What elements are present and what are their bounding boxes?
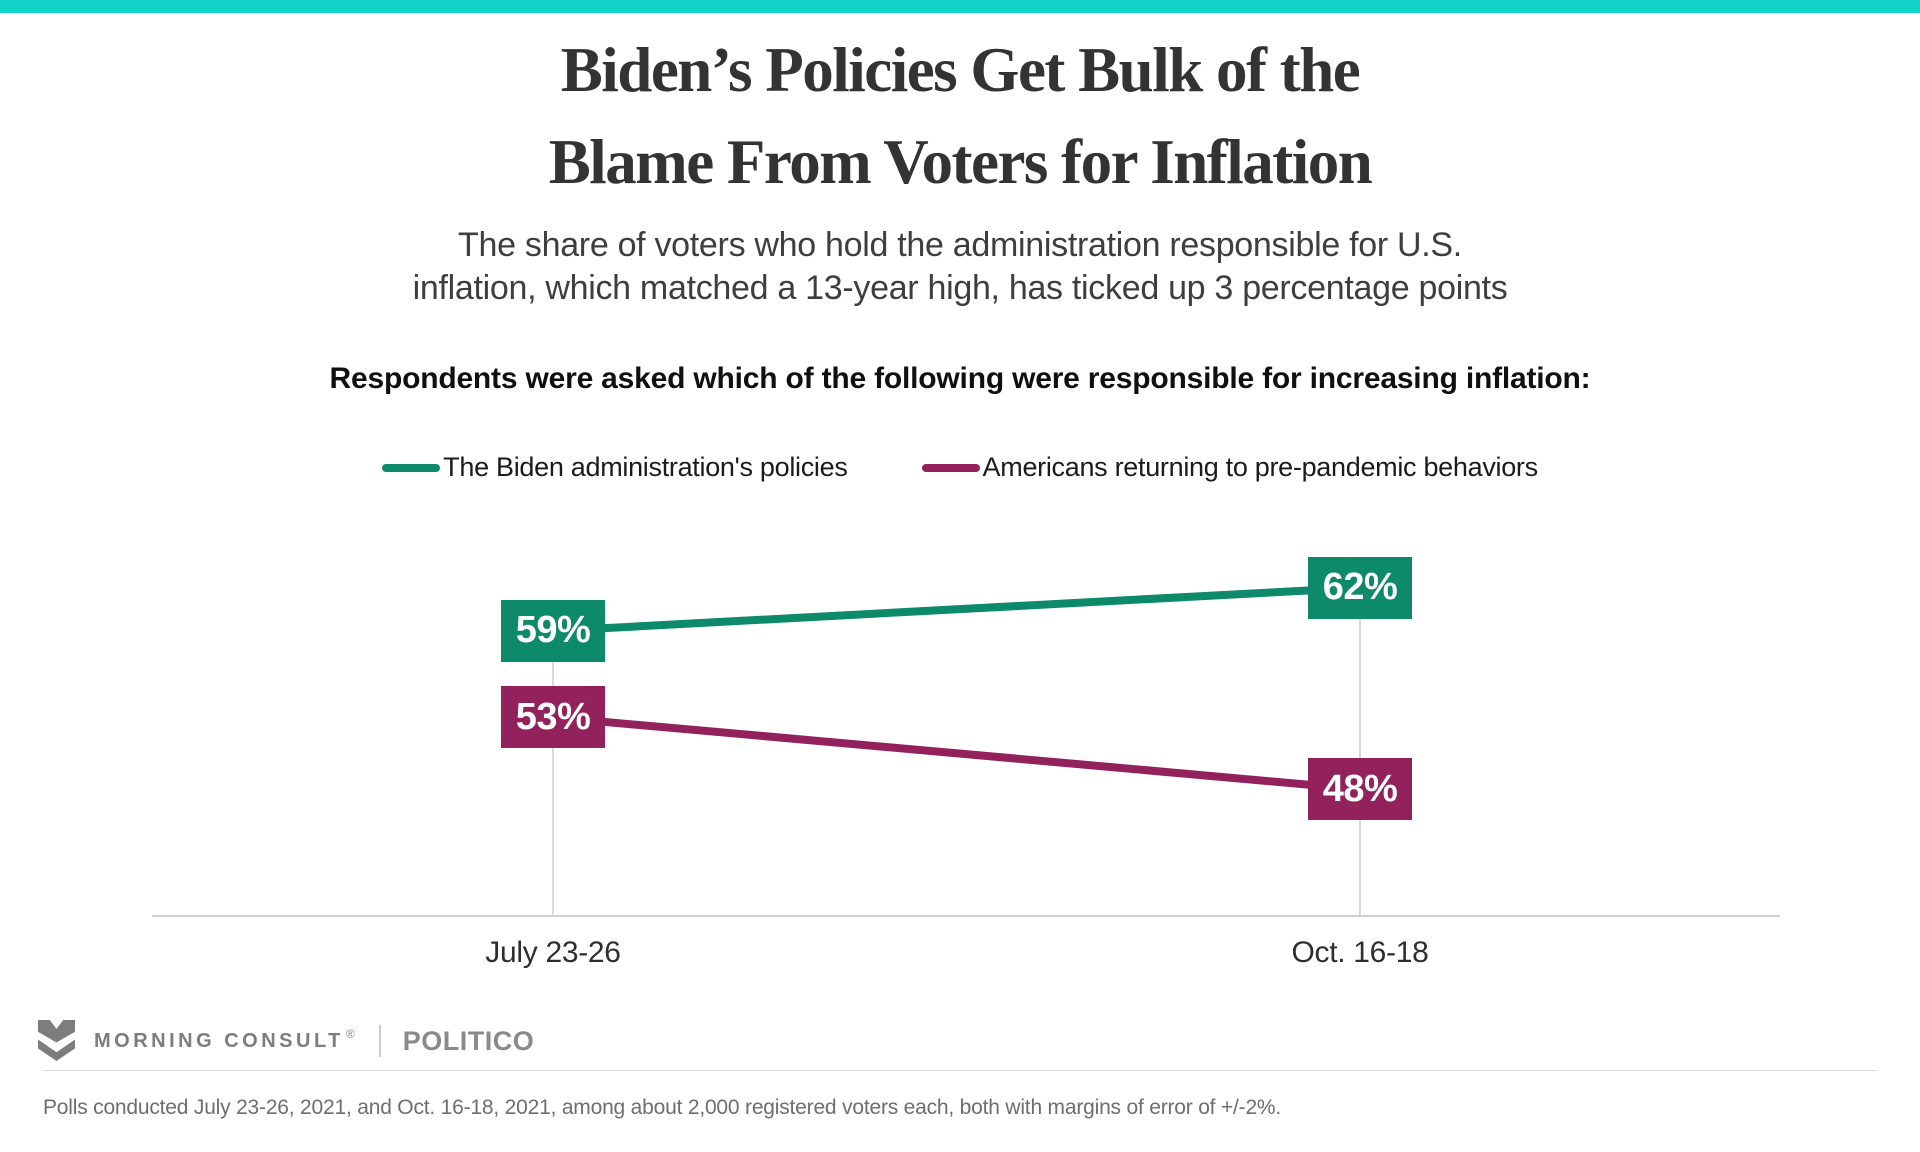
morning-consult-m-icon — [37, 1019, 76, 1061]
value-label: 53% — [501, 686, 605, 749]
source-divider — [43, 1070, 1877, 1071]
brand-name: MORNING CONSULT — [94, 1029, 344, 1052]
series-color-swatch-icon — [382, 463, 441, 472]
brand-divider — [378, 1025, 381, 1057]
subtitle-line-2: inflation, which matched a 13-year high,… — [412, 269, 1508, 307]
page-title: Biden’s Policies Get Bulk of the Blame F… — [0, 24, 1920, 208]
footer-brand-bar: MORNING CONSULT ® POLITICO — [37, 1018, 534, 1064]
subtitle: The share of voters who hold the adminis… — [0, 224, 1920, 310]
value-label: 59% — [501, 599, 605, 662]
series-line — [552, 583, 1361, 635]
top-accent-bar — [0, 0, 1920, 13]
registered-trademark-icon: ® — [345, 1027, 355, 1041]
partner-name: POLITICO — [402, 1025, 535, 1056]
category-gridline — [1359, 587, 1361, 916]
title-line-2: Blame From Voters for Inflation — [548, 127, 1373, 197]
axis-label-oct: Oct. 16-18 — [1291, 936, 1429, 969]
value-label: 48% — [1308, 758, 1412, 821]
category-gridline — [552, 630, 554, 916]
axis-label-july: July 23-26 — [485, 936, 621, 969]
legend-label: The Biden administration's policies — [443, 452, 848, 482]
series-line — [552, 713, 1361, 794]
survey-question-prompt: Respondents were asked which of the foll… — [329, 362, 1591, 395]
chart-legend: The Biden administration's policies Amer… — [0, 452, 1920, 483]
title-line-1: Biden’s Policies Get Bulk of the — [560, 35, 1361, 105]
source-note: Polls conducted July 23-26, 2021, and Oc… — [43, 1096, 1282, 1119]
x-axis-line — [152, 915, 1780, 917]
legend-item-biden-policies: The Biden administration's policies — [382, 452, 848, 483]
subtitle-line-1: The share of voters who hold the adminis… — [458, 226, 1462, 264]
legend-label: Americans returning to pre-pandemic beha… — [982, 452, 1539, 482]
series-color-swatch-icon — [921, 463, 980, 472]
legend-item-pre-pandemic: Americans returning to pre-pandemic beha… — [921, 452, 1539, 483]
value-label: 62% — [1308, 556, 1412, 619]
